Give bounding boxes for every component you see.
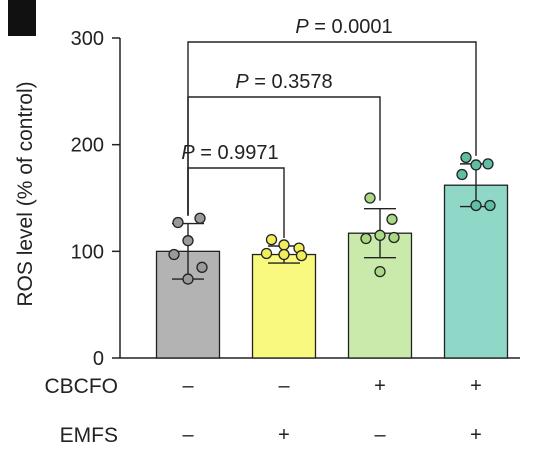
factor-sign: –: [278, 375, 290, 397]
panel-marker: [8, 0, 36, 36]
data-point: [470, 159, 482, 171]
data-point: [374, 265, 386, 278]
significance-bracket: [187, 167, 285, 238]
factor-sign: –: [182, 375, 194, 397]
data-point: [295, 249, 308, 262]
data-point: [168, 248, 180, 261]
data-point: [196, 261, 208, 273]
data-point: [388, 231, 400, 244]
bar: [443, 184, 509, 359]
factor-sign: –: [374, 424, 386, 446]
p-value-label: P = 0.0001: [295, 16, 392, 38]
data-point: [484, 199, 496, 212]
data-point: [260, 247, 273, 260]
data-point: [460, 151, 472, 164]
data-point: [386, 213, 398, 225]
factor-table: CBCFO – – + + EMFS – + – +: [45, 375, 482, 447]
data-point: [194, 212, 206, 224]
p-symbol: P: [295, 16, 309, 38]
bar: [347, 232, 413, 359]
factor-sign: +: [470, 375, 482, 397]
bar: [251, 253, 317, 359]
data-point: [182, 273, 194, 285]
data-point: [456, 168, 468, 181]
factor-sign: +: [374, 375, 386, 397]
factor-sign: +: [278, 424, 290, 446]
data-point: [278, 239, 290, 251]
data-point: [360, 232, 372, 245]
data-point: [278, 248, 290, 261]
factor-label: EMFS: [60, 424, 118, 447]
y-tick-label: 0: [93, 348, 104, 370]
p-value-label: P = 0.9971: [181, 142, 278, 164]
y-axis-title: ROS level (% of control): [14, 81, 37, 306]
y-tick-label: 100: [71, 241, 104, 263]
p-value: = 0.0001: [309, 16, 393, 38]
data-point: [482, 158, 494, 170]
data-point: [374, 229, 386, 241]
y-tick-label: 200: [71, 135, 104, 157]
data-point: [470, 199, 482, 212]
p-value: = 0.9971: [195, 142, 279, 164]
factor-sign: +: [470, 424, 482, 446]
data-point: [364, 192, 376, 204]
data-point: [265, 233, 278, 246]
p-value-label: P = 0.3578: [235, 71, 332, 93]
p-symbol: P: [235, 71, 249, 93]
data-point: [172, 216, 184, 229]
y-tick-label: 300: [71, 28, 104, 50]
bars: [155, 151, 509, 359]
factor-label: CBCFO: [45, 375, 119, 398]
significance-bracket: [187, 41, 477, 216]
p-value: = 0.3578: [249, 71, 333, 93]
data-point: [182, 235, 194, 247]
factor-sign: –: [182, 424, 194, 446]
